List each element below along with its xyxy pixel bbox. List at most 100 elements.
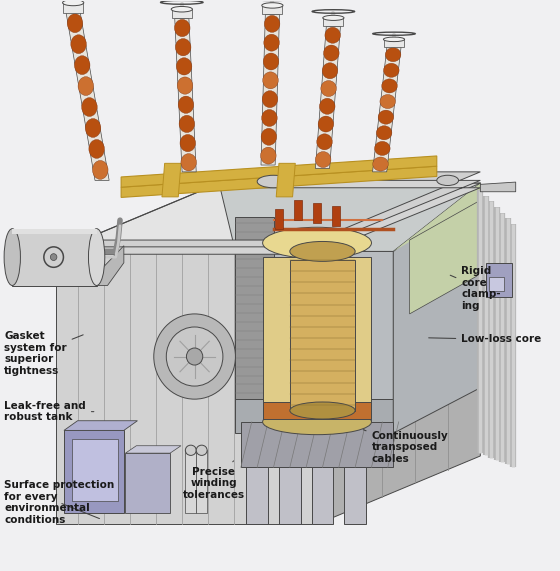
- Polygon shape: [56, 251, 317, 524]
- Polygon shape: [384, 39, 404, 47]
- Ellipse shape: [257, 175, 290, 188]
- Ellipse shape: [290, 242, 355, 262]
- Text: Continuously
transposed
cables: Continuously transposed cables: [363, 430, 448, 464]
- Polygon shape: [12, 228, 97, 286]
- Ellipse shape: [4, 228, 20, 286]
- Ellipse shape: [318, 116, 334, 132]
- Ellipse shape: [264, 34, 279, 51]
- Text: Leak-free and
robust tank: Leak-free and robust tank: [4, 401, 94, 423]
- Polygon shape: [241, 422, 393, 467]
- Text: Gasket
system for
superior
tightness: Gasket system for superior tightness: [4, 331, 83, 376]
- Ellipse shape: [321, 81, 337, 96]
- Ellipse shape: [322, 63, 338, 79]
- Ellipse shape: [262, 3, 283, 8]
- Ellipse shape: [63, 0, 84, 6]
- Ellipse shape: [263, 53, 279, 70]
- Ellipse shape: [78, 77, 94, 95]
- Ellipse shape: [319, 98, 335, 114]
- Ellipse shape: [437, 175, 459, 186]
- Ellipse shape: [175, 19, 190, 37]
- Polygon shape: [263, 5, 282, 14]
- Polygon shape: [185, 451, 196, 513]
- Polygon shape: [324, 18, 343, 26]
- Polygon shape: [72, 439, 118, 501]
- Polygon shape: [279, 467, 301, 524]
- Ellipse shape: [325, 27, 340, 43]
- Ellipse shape: [176, 58, 192, 75]
- Polygon shape: [64, 431, 124, 513]
- Polygon shape: [125, 453, 170, 513]
- Ellipse shape: [384, 63, 399, 77]
- Ellipse shape: [74, 56, 90, 75]
- Ellipse shape: [85, 119, 101, 138]
- Polygon shape: [235, 399, 393, 433]
- Circle shape: [154, 314, 235, 399]
- Polygon shape: [332, 206, 340, 226]
- Ellipse shape: [185, 445, 196, 456]
- Ellipse shape: [323, 15, 344, 21]
- Polygon shape: [409, 200, 480, 314]
- Ellipse shape: [89, 139, 104, 158]
- Polygon shape: [276, 163, 295, 197]
- Polygon shape: [12, 228, 97, 234]
- Ellipse shape: [82, 98, 97, 116]
- Ellipse shape: [260, 147, 276, 164]
- Ellipse shape: [375, 142, 390, 155]
- Polygon shape: [274, 209, 283, 228]
- Polygon shape: [372, 47, 401, 172]
- Ellipse shape: [373, 157, 388, 171]
- Polygon shape: [66, 13, 109, 180]
- Ellipse shape: [315, 151, 331, 167]
- Polygon shape: [80, 246, 124, 286]
- Circle shape: [50, 254, 57, 260]
- Ellipse shape: [92, 160, 108, 179]
- Polygon shape: [56, 183, 480, 251]
- Polygon shape: [263, 257, 371, 422]
- Ellipse shape: [71, 35, 86, 54]
- Ellipse shape: [171, 6, 193, 12]
- Polygon shape: [489, 277, 504, 291]
- Polygon shape: [235, 251, 393, 399]
- Ellipse shape: [263, 72, 278, 89]
- Polygon shape: [121, 156, 437, 187]
- Polygon shape: [344, 467, 366, 524]
- Polygon shape: [480, 182, 516, 192]
- Polygon shape: [235, 218, 273, 399]
- Ellipse shape: [378, 110, 394, 124]
- Polygon shape: [293, 200, 302, 220]
- Polygon shape: [312, 203, 321, 223]
- Ellipse shape: [290, 402, 355, 419]
- Circle shape: [186, 348, 203, 365]
- Ellipse shape: [262, 91, 278, 107]
- Ellipse shape: [67, 14, 83, 33]
- Ellipse shape: [180, 134, 195, 152]
- Polygon shape: [63, 3, 83, 13]
- Ellipse shape: [317, 134, 332, 150]
- Ellipse shape: [264, 15, 280, 33]
- Ellipse shape: [177, 77, 193, 94]
- Ellipse shape: [88, 228, 105, 286]
- Polygon shape: [246, 467, 268, 524]
- Polygon shape: [486, 263, 512, 297]
- Ellipse shape: [175, 39, 191, 56]
- Ellipse shape: [181, 154, 197, 171]
- Polygon shape: [196, 451, 207, 513]
- Polygon shape: [261, 14, 279, 165]
- Ellipse shape: [324, 45, 339, 61]
- Ellipse shape: [384, 37, 405, 42]
- Polygon shape: [121, 166, 437, 198]
- Polygon shape: [162, 163, 181, 197]
- Ellipse shape: [262, 110, 277, 126]
- Polygon shape: [315, 26, 340, 168]
- Polygon shape: [64, 421, 137, 431]
- Ellipse shape: [179, 115, 195, 132]
- Ellipse shape: [380, 95, 395, 108]
- Polygon shape: [56, 172, 480, 251]
- Polygon shape: [317, 183, 480, 524]
- Ellipse shape: [178, 96, 194, 114]
- Polygon shape: [311, 467, 333, 524]
- Text: Rigid
core
clamp-
ing: Rigid core clamp- ing: [450, 266, 501, 311]
- Polygon shape: [175, 18, 196, 172]
- Ellipse shape: [376, 126, 392, 140]
- Polygon shape: [219, 183, 480, 251]
